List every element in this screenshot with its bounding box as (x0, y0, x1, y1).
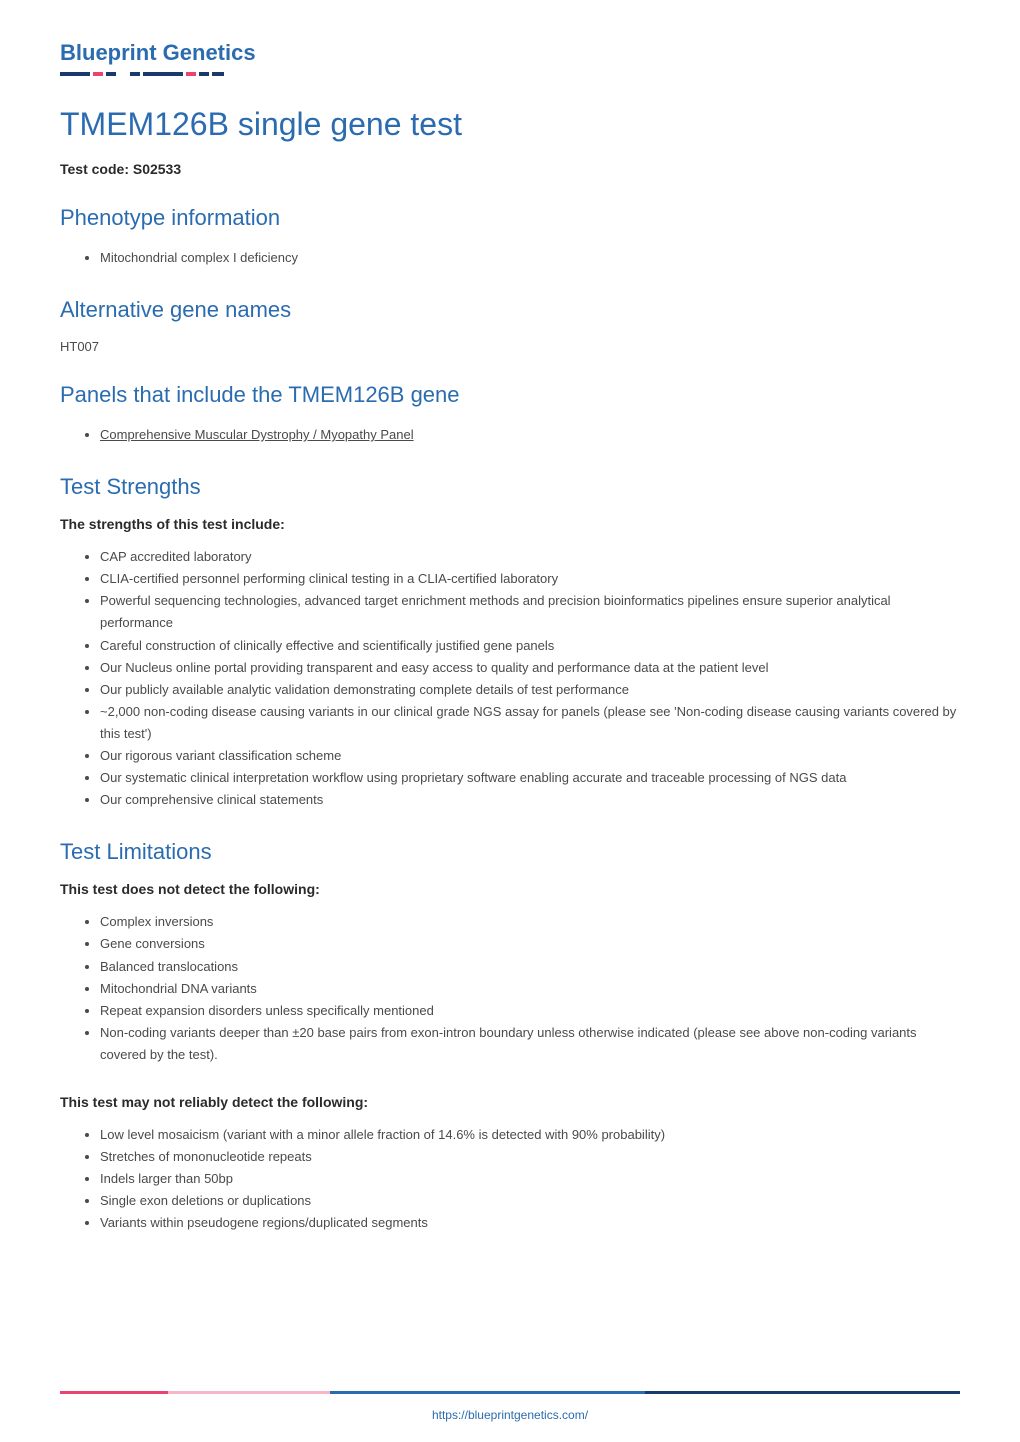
section-strengths: Test Strengths The strengths of this tes… (60, 474, 960, 811)
footer-bar-segment (60, 1391, 168, 1394)
list-item: CAP accredited laboratory (100, 546, 960, 568)
panel-link[interactable]: Comprehensive Muscular Dystrophy / Myopa… (100, 427, 414, 442)
list-item: Our Nucleus online portal providing tran… (100, 657, 960, 679)
altnames-text: HT007 (60, 339, 960, 354)
list-item: Our rigorous variant classification sche… (100, 745, 960, 767)
logo-bar-segment (93, 72, 103, 76)
list-item: ~2,000 non-coding disease causing varian… (100, 701, 960, 745)
limitations-sub1-label: This test does not detect the following: (60, 881, 960, 897)
phenotype-heading: Phenotype information (60, 205, 960, 231)
logo-bar-segment (199, 72, 209, 76)
logo-bar-segment (106, 72, 116, 76)
strengths-subheading: The strengths of this test include: (60, 516, 960, 532)
phenotype-list: Mitochondrial complex I deficiency (60, 247, 960, 269)
list-item: Single exon deletions or duplications (100, 1190, 960, 1212)
list-item: Our publicly available analytic validati… (100, 679, 960, 701)
logo-bar-segment (143, 72, 183, 76)
strengths-list: CAP accredited laboratoryCLIA-certified … (60, 546, 960, 811)
logo-bar-segment (186, 72, 196, 76)
footer-bar-segment (330, 1391, 645, 1394)
page-title: TMEM126B single gene test (60, 106, 960, 143)
list-item: Our systematic clinical interpretation w… (100, 767, 960, 789)
list-item: Indels larger than 50bp (100, 1168, 960, 1190)
footer-bar-segment (168, 1391, 330, 1394)
list-item: Comprehensive Muscular Dystrophy / Myopa… (100, 424, 960, 446)
logo-bar-segment (119, 72, 127, 76)
list-item: Complex inversions (100, 911, 960, 933)
list-item: Non-coding variants deeper than ±20 base… (100, 1022, 960, 1066)
section-panels: Panels that include the TMEM126B gene Co… (60, 382, 960, 446)
list-item: Powerful sequencing technologies, advanc… (100, 590, 960, 634)
list-item: Mitochondrial complex I deficiency (100, 247, 960, 269)
limitations-sub2-label: This test may not reliably detect the fo… (60, 1094, 960, 1110)
logo-bars (60, 72, 960, 76)
strengths-heading: Test Strengths (60, 474, 960, 500)
list-item: Gene conversions (100, 933, 960, 955)
footer-bar (60, 1391, 960, 1394)
section-limitations: Test Limitations This test does not dete… (60, 839, 960, 1234)
list-item: Careful construction of clinically effec… (100, 635, 960, 657)
list-item: Mitochondrial DNA variants (100, 978, 960, 1000)
limitations-sub1-list: Complex inversionsGene conversionsBalanc… (60, 911, 960, 1066)
list-item: Our comprehensive clinical statements (100, 789, 960, 811)
list-item: Variants within pseudogene regions/dupli… (100, 1212, 960, 1234)
logo-text: Blueprint Genetics (60, 40, 960, 66)
footer-bar-segment (645, 1391, 960, 1394)
test-code: Test code: S02533 (60, 161, 960, 177)
logo-bar-segment (212, 72, 224, 76)
section-alt-names: Alternative gene names HT007 (60, 297, 960, 354)
list-item: Low level mosaicism (variant with a mino… (100, 1124, 960, 1146)
limitations-heading: Test Limitations (60, 839, 960, 865)
footer-url[interactable]: https://blueprintgenetics.com/ (0, 1408, 1020, 1422)
panels-list: Comprehensive Muscular Dystrophy / Myopa… (60, 424, 960, 446)
section-phenotype: Phenotype information Mitochondrial comp… (60, 205, 960, 269)
list-item: Balanced translocations (100, 956, 960, 978)
list-item: CLIA-certified personnel performing clin… (100, 568, 960, 590)
limitations-sub2-list: Low level mosaicism (variant with a mino… (60, 1124, 960, 1234)
list-item: Stretches of mononucleotide repeats (100, 1146, 960, 1168)
panels-heading: Panels that include the TMEM126B gene (60, 382, 960, 408)
list-item: Repeat expansion disorders unless specif… (100, 1000, 960, 1022)
altnames-heading: Alternative gene names (60, 297, 960, 323)
logo-bar-segment (130, 72, 140, 76)
logo-bar-segment (60, 72, 90, 76)
